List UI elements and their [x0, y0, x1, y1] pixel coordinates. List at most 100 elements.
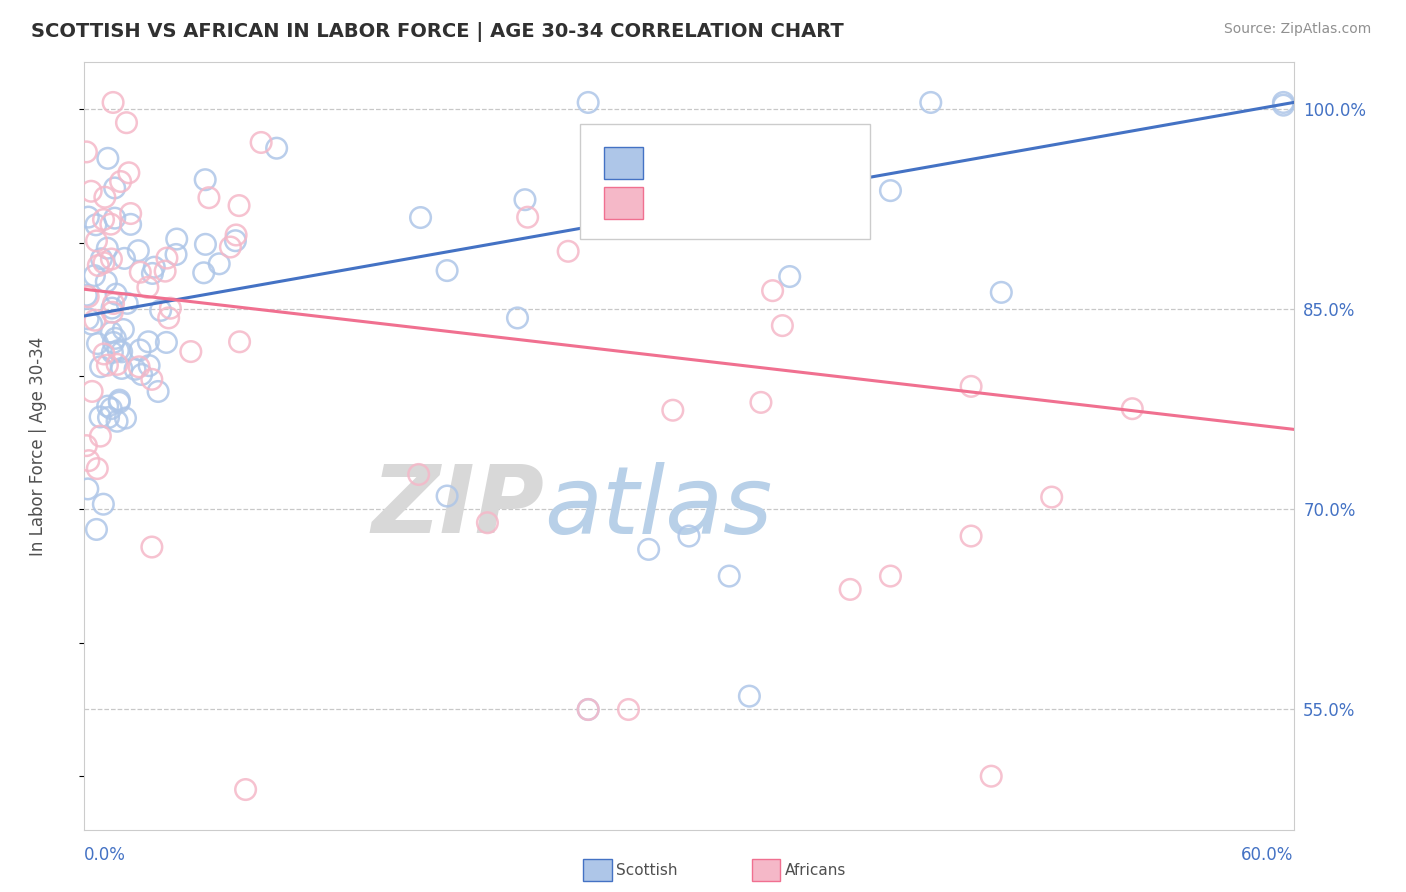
Point [165, 247, 187, 261]
Point [198, 191, 221, 205]
Point [90, 252, 112, 266]
Point [194, 172, 217, 186]
Point [225, 227, 247, 242]
Point [779, 269, 801, 284]
Point [75, 288, 97, 302]
Point [84, 218, 107, 232]
Point [513, 193, 536, 207]
Point [101, 305, 124, 319]
Point [617, 702, 640, 716]
Point [96, 275, 118, 289]
Point [80, 317, 103, 331]
Point [114, 411, 136, 425]
Point [120, 218, 142, 232]
Text: SCOTTISH VS AFRICAN IN LABOR FORCE | AGE 30-34 CORRELATION CHART: SCOTTISH VS AFRICAN IN LABOR FORCE | AGE… [31, 22, 844, 42]
Point [127, 244, 149, 258]
Point [436, 489, 458, 503]
Point [879, 184, 901, 198]
Point [76, 482, 98, 496]
Point [153, 264, 176, 278]
Point [409, 211, 432, 225]
Point [93, 497, 115, 511]
Point [157, 310, 180, 325]
Point [408, 467, 430, 482]
Point [83, 268, 105, 283]
Point [131, 368, 153, 382]
Text: atlas: atlas [544, 462, 772, 553]
Point [110, 174, 132, 188]
Text: In Labor Force | Age 30-34: In Labor Force | Age 30-34 [30, 336, 48, 556]
Point [86, 336, 108, 351]
Point [235, 782, 257, 797]
Point [112, 322, 135, 336]
Point [138, 334, 160, 349]
Text: Scottish: Scottish [616, 863, 678, 878]
Point [879, 569, 901, 583]
Point [576, 702, 599, 716]
FancyBboxPatch shape [605, 186, 643, 219]
Point [115, 116, 138, 130]
Point [718, 569, 741, 583]
Point [129, 343, 152, 357]
Point [93, 212, 115, 227]
Text: N =  61: N = 61 [770, 194, 834, 211]
Point [104, 331, 127, 345]
Point [105, 414, 128, 428]
Point [143, 260, 166, 275]
Point [103, 335, 125, 350]
Point [477, 516, 499, 530]
Point [266, 141, 288, 155]
Point [96, 358, 118, 372]
Point [155, 335, 177, 350]
Point [920, 95, 942, 110]
Point [89, 409, 111, 424]
Point [770, 318, 793, 333]
Point [194, 237, 217, 252]
Point [77, 311, 100, 326]
Point [90, 359, 112, 374]
Point [77, 453, 100, 467]
Point [839, 582, 862, 597]
Point [593, 194, 616, 209]
Point [94, 190, 117, 204]
Point [75, 145, 97, 159]
Point [762, 284, 785, 298]
Point [101, 345, 124, 359]
Point [96, 241, 118, 255]
Point [104, 181, 127, 195]
Point [678, 529, 700, 543]
Point [436, 263, 458, 277]
Point [93, 256, 115, 270]
Point [101, 95, 124, 110]
Point [980, 769, 1002, 783]
Point [506, 310, 529, 325]
Point [1272, 95, 1295, 110]
Point [100, 326, 122, 340]
Point [146, 384, 169, 399]
Point [219, 240, 242, 254]
Point [87, 259, 110, 273]
Point [86, 461, 108, 475]
Point [960, 379, 983, 393]
Point [82, 384, 104, 399]
Point [1121, 401, 1143, 416]
Point [118, 166, 141, 180]
Point [101, 301, 124, 315]
Point [108, 395, 131, 409]
Point [89, 429, 111, 443]
Point [86, 523, 108, 537]
Point [128, 359, 150, 374]
FancyBboxPatch shape [581, 124, 870, 239]
Point [97, 410, 120, 425]
Point [662, 403, 685, 417]
Text: R = -0.132: R = -0.132 [655, 194, 745, 211]
Point [138, 359, 160, 373]
Point [77, 290, 100, 304]
Point [180, 344, 202, 359]
Text: R =  0.385: R = 0.385 [655, 154, 744, 172]
Point [75, 439, 97, 453]
Text: ZIP: ZIP [371, 461, 544, 553]
Text: 0.0%: 0.0% [84, 846, 127, 863]
Point [100, 401, 122, 416]
Point [990, 285, 1012, 300]
